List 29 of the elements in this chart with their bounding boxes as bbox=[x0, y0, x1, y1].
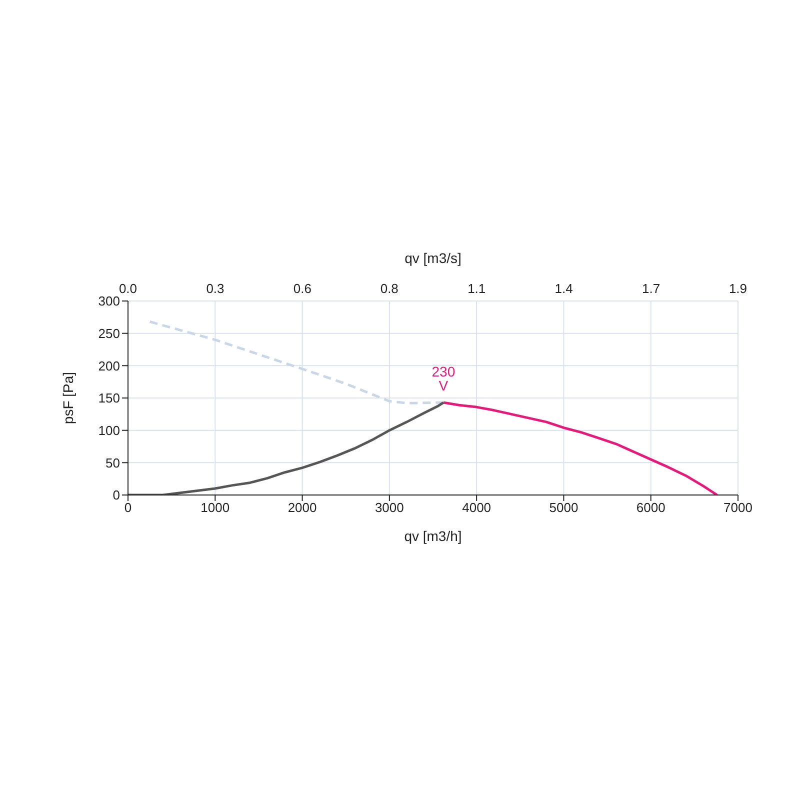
x-tick-label: 4000 bbox=[462, 500, 492, 516]
x2-tick-label: 0.0 bbox=[118, 281, 138, 296]
x2-tick-label: 0.8 bbox=[380, 281, 398, 296]
line-series bbox=[128, 401, 445, 495]
x-tick-label: 1000 bbox=[200, 500, 230, 516]
x-axis-title: qv [m3/h] bbox=[404, 528, 462, 544]
x-tick-label: 6000 bbox=[636, 500, 666, 516]
x-tick-label: 3000 bbox=[374, 500, 404, 516]
x2-tick-label: 1.9 bbox=[728, 281, 748, 296]
x2-axis-title: qv [m3/s] bbox=[404, 250, 462, 266]
series-label: 230 V bbox=[432, 364, 456, 394]
y-tick-label: 0 bbox=[112, 488, 120, 503]
x-tick-label: 0 bbox=[124, 500, 132, 516]
y-tick-label: 150 bbox=[98, 390, 120, 406]
x2-tick-label: 0.3 bbox=[206, 281, 224, 296]
x-tick-label: 5000 bbox=[549, 500, 578, 516]
y-tick-label: 100 bbox=[98, 422, 120, 438]
y-tick-label: 50 bbox=[106, 455, 120, 470]
x-tick-label: 2000 bbox=[288, 500, 317, 516]
x2-tick-label: 1.1 bbox=[468, 281, 486, 296]
x2-tick-label: 0.6 bbox=[293, 281, 312, 296]
y-tick-label: 200 bbox=[98, 358, 120, 374]
x-tick-label: 7000 bbox=[724, 500, 752, 516]
y-tick-label: 300 bbox=[98, 294, 120, 309]
x2-tick-label: 1.4 bbox=[554, 281, 573, 296]
line-series bbox=[442, 401, 718, 495]
y-tick-label: 250 bbox=[98, 326, 120, 341]
x2-tick-label: 1.7 bbox=[642, 281, 660, 296]
y-axis-title: psF [Pa] bbox=[60, 372, 76, 424]
